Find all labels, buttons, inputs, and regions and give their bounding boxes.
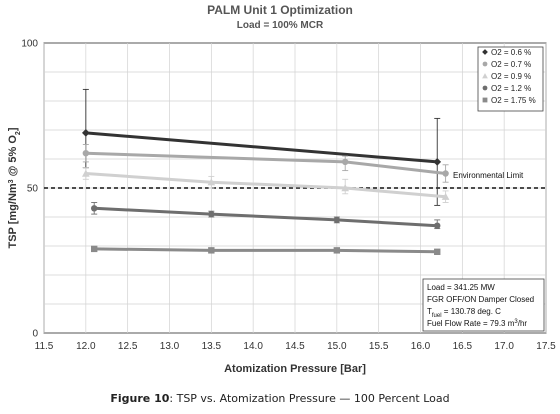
info-fuel-temp: Tfuel = 130.78 deg. C xyxy=(427,307,501,319)
data-point xyxy=(333,216,341,224)
data-point xyxy=(441,192,450,200)
legend-entry: O2 = 1.75 % xyxy=(491,96,536,105)
data-point xyxy=(434,222,441,229)
info-load: Load = 341.25 MW xyxy=(427,283,495,292)
data-point xyxy=(82,150,90,157)
series-line xyxy=(94,206,438,228)
tsp-chart: PALM Unit 1 Optimization Load = 100% MCR… xyxy=(7,3,557,375)
figure-caption: Figure 10: TSP vs. Atomization Pressure … xyxy=(0,392,560,405)
y-tick-label: 0 xyxy=(32,329,38,340)
legend-marker xyxy=(482,49,488,55)
data-point xyxy=(342,158,349,166)
legend-entry: O2 = 0.6 % xyxy=(491,48,531,57)
legend-entry: O2 = 0.7 % xyxy=(491,60,531,69)
x-tick-label: 14.5 xyxy=(285,341,305,352)
data-point xyxy=(442,170,449,177)
data-point xyxy=(91,205,98,212)
data-point xyxy=(207,178,216,186)
chart-subtitle: Load = 100% MCR xyxy=(237,20,324,31)
x-tick-label: 16.0 xyxy=(411,341,431,352)
x-tick-label: 15.0 xyxy=(327,341,347,352)
x-tick-label: 11.5 xyxy=(35,341,54,352)
info-box: Load = 341.25 MW FGR OFF/ON Damper Close… xyxy=(422,278,545,332)
legend-box xyxy=(477,46,544,112)
series-layer xyxy=(81,88,450,255)
x-tick-label: 17.5 xyxy=(536,341,556,352)
legend-marker xyxy=(482,85,488,91)
data-point xyxy=(433,158,442,166)
legend-marker xyxy=(482,97,488,103)
x-tick-labels: 11.5 12.0 12.5 13.0 13.5 14.0 14.5 15.0 15.5 16.0… xyxy=(35,341,557,352)
legend-marker xyxy=(482,61,488,67)
series-line xyxy=(85,131,438,164)
chart-title: PALM Unit 1 Optimization xyxy=(207,3,353,17)
series-2 xyxy=(82,144,449,183)
series-3 xyxy=(81,167,450,203)
legend-entry: O2 = 1.2 % xyxy=(491,84,531,93)
figure-caption-text: : TSP vs. Atomization Pressure — 100 Per… xyxy=(169,392,450,405)
x-tick-label: 12.0 xyxy=(76,341,96,352)
series-4 xyxy=(91,202,441,230)
info-fuel-flow: Fuel Flow Rate = 79.3 m3/hr xyxy=(427,319,527,328)
y-tick-label: 100 xyxy=(21,39,38,50)
x-tick-label: 12.5 xyxy=(118,341,138,352)
x-tick-label: 13.5 xyxy=(202,341,222,352)
data-point xyxy=(341,184,350,192)
series-line xyxy=(85,172,446,199)
data-point xyxy=(81,129,90,137)
series-line xyxy=(94,247,438,254)
figure-number: Figure 10 xyxy=(110,392,170,405)
y-axis-label: TSP [mg/Nm3 @ 5% O2] xyxy=(7,127,22,248)
data-point xyxy=(91,245,98,253)
data-point xyxy=(208,247,215,254)
y-tick-label: 50 xyxy=(27,184,39,195)
data-point xyxy=(333,247,341,254)
x-tick-label: 15.5 xyxy=(369,341,389,352)
info-fgr: FGR OFF/ON Damper Closed xyxy=(427,295,534,304)
environmental-limit-label: Environmental Limit xyxy=(453,171,524,180)
series-5 xyxy=(91,245,441,255)
data-point xyxy=(434,248,441,255)
legend-marker xyxy=(482,73,488,79)
x-tick-label: 16.5 xyxy=(453,341,473,352)
x-tick-label: 14.0 xyxy=(243,341,263,352)
legend-entry: O2 = 0.9 % xyxy=(491,72,531,81)
info-box-frame xyxy=(422,278,545,332)
x-tick-label: 13.0 xyxy=(160,341,180,352)
x-axis-label: Atomization Pressure [Bar] xyxy=(224,363,366,375)
x-tick-label: 17.0 xyxy=(494,341,514,352)
data-point xyxy=(81,169,90,177)
data-point xyxy=(208,210,215,218)
legend: O2 = 0.6 % O2 = 0.7 % O2 = 0.9 % O2 = 1.2 %… xyxy=(477,46,544,112)
y-tick-labels: 0 50 100 xyxy=(21,39,38,340)
